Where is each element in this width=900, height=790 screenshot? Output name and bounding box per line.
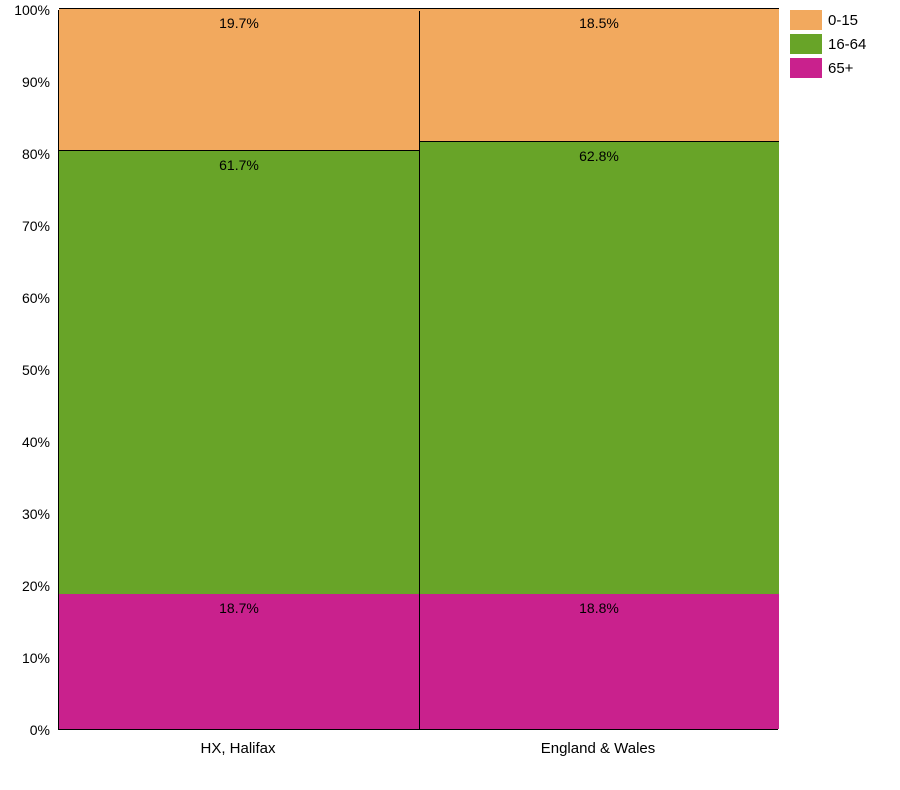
bar-segment: 18.5% — [419, 8, 779, 141]
bar-segment: 18.8% — [419, 594, 779, 729]
bar-segment: 62.8% — [419, 141, 779, 593]
y-tick-label: 50% — [0, 362, 50, 378]
legend-item: 0-15 — [790, 10, 866, 30]
y-tick-label: 100% — [0, 2, 50, 18]
x-tick-label: England & Wales — [418, 740, 778, 757]
legend-item: 65+ — [790, 58, 866, 78]
y-tick-label: 20% — [0, 578, 50, 594]
legend-swatch — [790, 34, 822, 54]
legend-label: 16-64 — [828, 36, 866, 53]
legend-label: 0-15 — [828, 12, 858, 29]
y-tick-label: 40% — [0, 434, 50, 450]
legend-label: 65+ — [828, 60, 853, 77]
y-tick-label: 80% — [0, 146, 50, 162]
bar-segment-label: 18.8% — [419, 600, 779, 616]
y-tick-label: 30% — [0, 506, 50, 522]
bar-segment-label: 19.7% — [59, 15, 419, 31]
bar-segment-label: 61.7% — [59, 157, 419, 173]
legend-swatch — [790, 58, 822, 78]
bar-segment: 19.7% — [59, 8, 419, 150]
bar-group: 18.7% 61.7% 19.7% — [59, 11, 419, 729]
bar-segment-label: 18.5% — [419, 15, 779, 31]
bar-segment: 18.7% — [59, 594, 419, 729]
bar-segment: 61.7% — [59, 150, 419, 594]
x-tick-label: HX, Halifax — [58, 740, 418, 757]
y-tick-label: 0% — [0, 722, 50, 738]
legend-swatch — [790, 10, 822, 30]
bar-group: 18.8% 62.8% 18.5% — [419, 11, 779, 729]
bar-segment-label: 18.7% — [59, 600, 419, 616]
chart-plot-area: 18.7% 61.7% 19.7% 18.8% 62.8% 18.5% — [58, 10, 778, 730]
y-tick-label: 10% — [0, 650, 50, 666]
y-tick-label: 70% — [0, 218, 50, 234]
bar-divider — [419, 11, 420, 729]
legend-item: 16-64 — [790, 34, 866, 54]
bar-segment-label: 62.8% — [419, 148, 779, 164]
legend: 0-15 16-64 65+ — [790, 10, 866, 82]
y-tick-label: 60% — [0, 290, 50, 306]
y-tick-label: 90% — [0, 74, 50, 90]
